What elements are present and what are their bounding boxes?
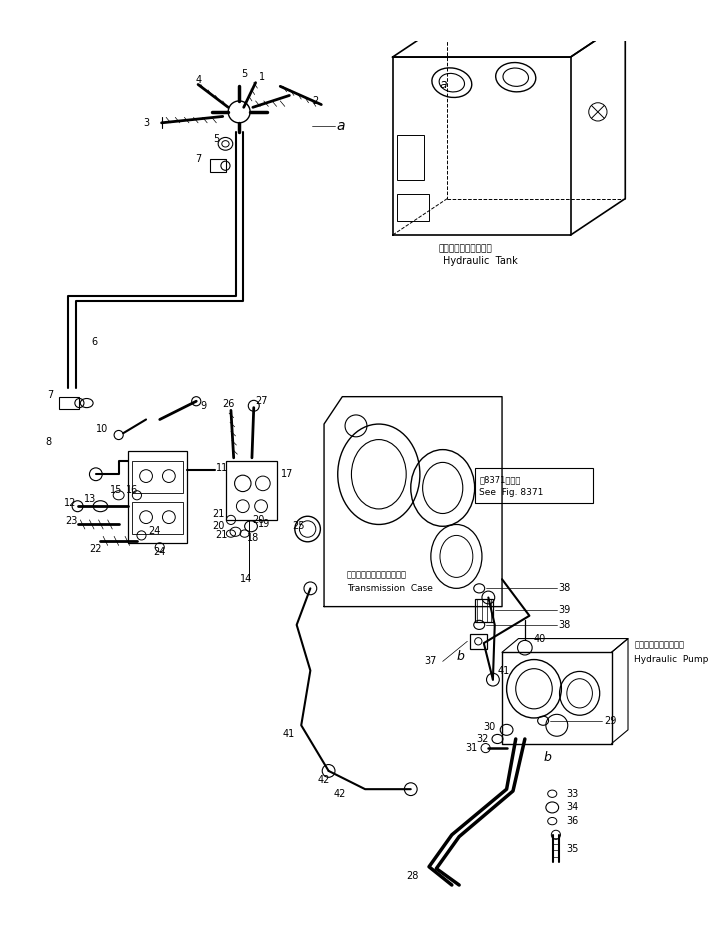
Text: 38: 38: [559, 620, 571, 630]
Text: 36: 36: [566, 816, 578, 826]
Text: 12: 12: [64, 498, 77, 508]
Text: 第8371図参照: 第8371図参照: [479, 475, 520, 484]
Text: 3: 3: [143, 118, 150, 128]
Text: 1: 1: [259, 72, 265, 82]
Text: 15: 15: [109, 485, 122, 494]
Text: 34: 34: [566, 802, 578, 813]
Text: 37: 37: [425, 657, 437, 666]
Text: b: b: [543, 751, 551, 764]
Text: 29: 29: [604, 716, 617, 726]
Text: 25: 25: [292, 522, 305, 531]
Text: 18: 18: [247, 533, 259, 543]
Text: 2: 2: [312, 96, 318, 106]
Text: 24: 24: [148, 526, 160, 536]
Text: 16: 16: [126, 485, 138, 494]
Text: 35: 35: [566, 843, 579, 854]
Text: b: b: [457, 650, 464, 663]
Text: 23: 23: [66, 516, 78, 526]
Bar: [474, 467, 593, 503]
Bar: [397, 194, 429, 221]
Bar: [397, 134, 425, 180]
Text: 42: 42: [333, 788, 345, 799]
Text: 24: 24: [153, 547, 166, 557]
Text: 4: 4: [196, 75, 201, 85]
Text: 7: 7: [48, 390, 54, 400]
Bar: [226, 461, 277, 520]
Text: 17: 17: [281, 469, 294, 480]
Text: 38: 38: [559, 583, 571, 593]
Text: 33: 33: [566, 788, 578, 799]
Text: 10: 10: [96, 424, 108, 434]
Text: 27: 27: [255, 397, 268, 406]
Bar: [474, 599, 493, 622]
Text: Hydraulic  Pump: Hydraulic Pump: [635, 655, 709, 664]
Text: 39: 39: [559, 606, 571, 615]
Bar: [470, 634, 486, 648]
Text: 40: 40: [534, 634, 546, 644]
Bar: [133, 502, 182, 534]
Text: 20: 20: [252, 515, 264, 525]
Text: 31: 31: [466, 743, 478, 753]
Text: 41: 41: [498, 665, 510, 675]
Text: See  Fig. 8371: See Fig. 8371: [479, 488, 544, 497]
Bar: [128, 452, 187, 543]
Text: 14: 14: [240, 574, 252, 584]
Text: 26: 26: [222, 399, 234, 409]
Text: 21: 21: [216, 531, 228, 540]
Text: 42: 42: [318, 775, 330, 785]
Text: Hydraulic  Tank: Hydraulic Tank: [442, 256, 518, 266]
Text: 7: 7: [196, 154, 201, 164]
Bar: [60, 397, 79, 410]
Text: 6: 6: [91, 337, 97, 347]
Text: 8: 8: [45, 438, 52, 447]
Text: 5: 5: [241, 68, 247, 78]
Text: 32: 32: [476, 734, 489, 744]
Text: 11: 11: [216, 463, 228, 473]
Text: 41: 41: [283, 730, 295, 740]
Text: Transmission  Case: Transmission Case: [347, 584, 432, 592]
Text: 21: 21: [213, 508, 225, 519]
Text: 30: 30: [484, 722, 496, 732]
Text: 22: 22: [89, 544, 102, 554]
Text: 19: 19: [258, 520, 271, 529]
Bar: [210, 160, 226, 172]
Text: ハイドロリックタンク: ハイドロリックタンク: [438, 244, 492, 253]
Text: a: a: [440, 78, 447, 91]
Text: 5: 5: [213, 134, 220, 145]
Text: 28: 28: [406, 870, 418, 881]
Bar: [133, 461, 182, 493]
Text: 9: 9: [201, 401, 207, 411]
Text: 13: 13: [84, 494, 96, 504]
Text: a: a: [337, 118, 345, 132]
Text: ハイドロリックポンプ: ハイドロリックポンプ: [635, 640, 684, 649]
Text: トランスミッションケース: トランスミッションケース: [347, 570, 407, 579]
Text: 20: 20: [213, 522, 225, 531]
